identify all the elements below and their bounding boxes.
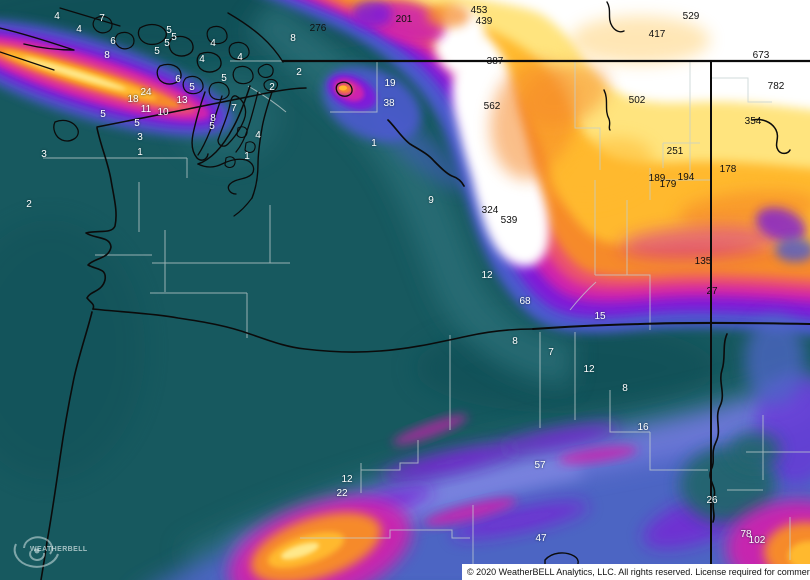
pend-oreille-river <box>751 118 791 155</box>
weatherbell-watermark: WEATHERBELL <box>6 524 126 574</box>
oregon-border <box>532 321 810 330</box>
snake-river <box>709 333 728 523</box>
columbia-river-upper <box>387 119 465 187</box>
hood-blob-southwest <box>228 497 412 580</box>
watermark-brand-text: WEATHERBELL <box>30 546 88 553</box>
teal-pockets <box>680 432 780 523</box>
columbia-river-lower <box>92 308 534 353</box>
olympic-north-shore <box>96 87 307 128</box>
vancouver-island-snow-streak <box>0 19 234 137</box>
copyright-bar: © 2020 WeatherBELL Analytics, LLC. All r… <box>462 564 810 580</box>
puget-sound-inlets <box>191 85 273 217</box>
copyright-text: © 2020 WeatherBELL Analytics, LLC. All r… <box>467 567 810 577</box>
county-boundaries <box>43 60 810 568</box>
pacific-coastline <box>40 127 117 580</box>
watermark-spiral-icon <box>13 536 59 568</box>
mottling <box>352 0 810 262</box>
